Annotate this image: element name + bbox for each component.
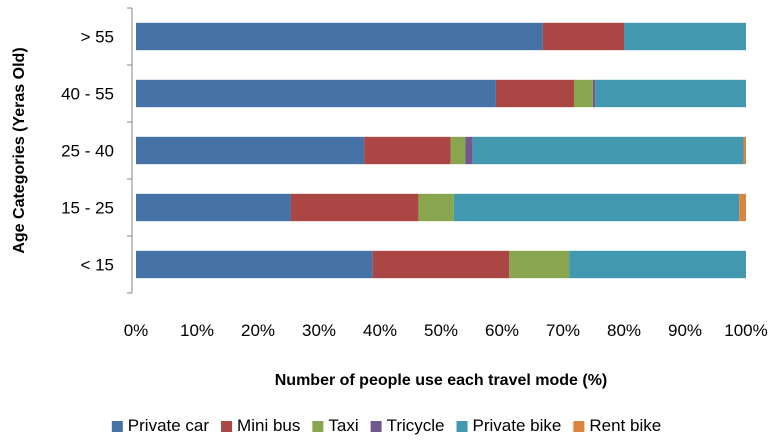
x-tick-label: 100% <box>724 321 767 340</box>
bar-segment <box>542 22 624 51</box>
y-tick-label: < 15 <box>80 256 114 275</box>
x-tick-label: 50% <box>424 321 458 340</box>
bar-segment <box>418 193 454 222</box>
x-tick-label: 30% <box>302 321 336 340</box>
bar-segment <box>364 136 451 165</box>
legend-item: Mini bus <box>221 416 300 435</box>
bar-segment <box>290 193 419 222</box>
x-tick-label: 70% <box>546 321 580 340</box>
bar-segment <box>136 250 373 279</box>
bar-segment <box>495 79 574 108</box>
legend-label: Tricycle <box>387 416 445 435</box>
bars-layer <box>136 22 746 279</box>
legend-label: Private car <box>128 416 210 435</box>
bar-segment <box>136 136 365 165</box>
legend-item: Tricycle <box>370 416 445 435</box>
x-tick-label: 20% <box>241 321 275 340</box>
x-tick-label: 90% <box>668 321 702 340</box>
bar-segment <box>509 250 570 279</box>
y-tick-labels: < 15 15 - 25 25 - 40 40 - 55 > 55 <box>61 28 114 275</box>
x-axis-title: Number of people use each travel mode (%… <box>275 372 608 389</box>
legend-item: Private bike <box>456 416 562 435</box>
y-tick-label: > 55 <box>80 28 114 47</box>
y-tick-label: 15 - 25 <box>61 199 114 218</box>
bar-segment <box>624 22 746 51</box>
legend-label: Private bike <box>473 416 562 435</box>
legend-swatch <box>221 421 233 432</box>
bar-segment <box>136 22 543 51</box>
legend-item: Rent bike <box>573 416 661 435</box>
bar-segment <box>743 136 746 165</box>
x-tick-label: 60% <box>485 321 519 340</box>
bar-segment <box>453 193 740 222</box>
x-tick-label: 80% <box>607 321 641 340</box>
bar-segment <box>592 79 596 108</box>
bar-segment <box>136 193 291 222</box>
x-tick-label: 0% <box>124 321 149 340</box>
bar-segment <box>465 136 473 165</box>
legend-item: Taxi <box>312 416 359 435</box>
legend-swatch <box>456 421 468 432</box>
bar-segment <box>372 250 510 279</box>
x-tick-labels: 0% 10% 20% 30% 40% 50% 60% 70% 80% 90% 100% <box>124 321 768 340</box>
legend-swatch <box>111 421 123 432</box>
bar-segment <box>472 136 744 165</box>
axes-layer <box>127 7 133 294</box>
y-tick-label: 40 - 55 <box>61 85 114 104</box>
bar-segment <box>569 250 746 279</box>
legend-swatch <box>370 421 382 432</box>
legend-label: Taxi <box>328 416 358 435</box>
legend-label: Mini bus <box>237 416 300 435</box>
x-tick-label: 40% <box>363 321 397 340</box>
bar-segment <box>739 193 746 222</box>
bar-segment <box>573 79 593 108</box>
legend-label: Rent bike <box>589 416 661 435</box>
bar-segment <box>136 79 496 108</box>
legend-item: Private car <box>111 416 210 435</box>
x-tick-label: 10% <box>180 321 214 340</box>
y-axis-title: Age Categories (Yeras Old) <box>11 47 28 253</box>
bar-segment <box>595 79 746 108</box>
legend: Private car Mini bus Taxi Tricycle Private b… <box>111 416 661 435</box>
y-tick-label: 25 - 40 <box>61 142 114 161</box>
legend-swatch <box>312 421 324 432</box>
bar-segment <box>450 136 466 165</box>
legend-swatch <box>573 421 585 432</box>
